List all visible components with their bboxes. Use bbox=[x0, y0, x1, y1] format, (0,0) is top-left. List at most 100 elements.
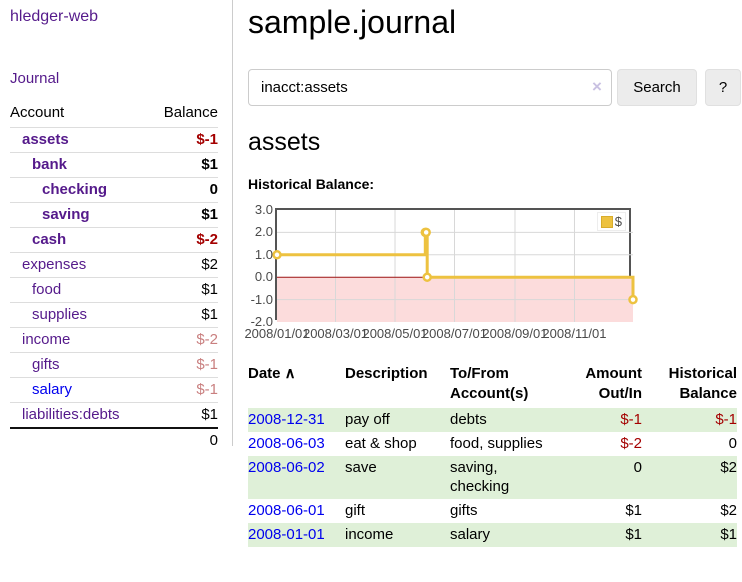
accounts-table-body: assets $-1 bank $1 checking 0 saving $1 cash $-2 e… bbox=[10, 127, 218, 428]
account-balance: $1 bbox=[149, 402, 218, 428]
sidebar-account-link-liabilities-debts[interactable]: liabilities:debts bbox=[22, 406, 120, 423]
y-axis-tick-label: 0.0 bbox=[254, 269, 273, 285]
sidebar-item-journal[interactable]: Journal bbox=[10, 70, 60, 87]
register-table: Date ∧ Description To/From Account(s) Amount… bbox=[248, 362, 737, 547]
sidebar-account-link-salary[interactable]: salary bbox=[32, 381, 73, 398]
account-row: food $1 bbox=[10, 277, 218, 303]
sidebar-account-link-supplies[interactable]: supplies bbox=[32, 306, 88, 323]
register-date-cell: 2008-01-01 bbox=[248, 523, 345, 547]
y-axis-tick-label: -2.0 bbox=[250, 314, 273, 329]
account-balance: $1 bbox=[149, 202, 218, 228]
transaction-date-link[interactable]: 2008-12-31 bbox=[248, 411, 325, 428]
x-axis-tick-label: 2008/07/01 bbox=[421, 326, 488, 341]
transaction-date-link[interactable]: 2008-06-03 bbox=[248, 435, 325, 452]
account-row: liabilities:debts $1 bbox=[10, 402, 218, 428]
accounts-table-header-row: Account Balance bbox=[10, 100, 218, 128]
register-row: 2008-06-01 gift gifts $1 $2 bbox=[248, 499, 737, 523]
register-column-header: Historical Balance bbox=[668, 365, 737, 402]
account-balance: $-1 bbox=[149, 352, 218, 378]
sidebar-account-link-gifts[interactable]: gifts bbox=[32, 356, 60, 373]
sidebar-account-link-income[interactable]: income bbox=[22, 331, 71, 348]
search-input[interactable] bbox=[248, 69, 612, 106]
register-column-header: Amount Out/In bbox=[585, 365, 642, 402]
x-axis-tick-label: 2008/03/01 bbox=[302, 326, 369, 341]
register-header-row: Date ∧ Description To/From Account(s) Amount… bbox=[248, 362, 737, 408]
data-point-marker bbox=[628, 294, 638, 305]
register-row: 2008-06-02 save saving, checking 0 $2 bbox=[248, 456, 737, 499]
account-row: assets $-1 bbox=[10, 127, 218, 153]
x-axis-tick-label: 2008/11/01 bbox=[542, 326, 607, 341]
data-point-marker bbox=[272, 250, 282, 260]
help-button[interactable]: ? bbox=[705, 69, 741, 106]
account-balance: $1 bbox=[149, 277, 218, 303]
app-title-link[interactable]: hledger-web bbox=[10, 8, 99, 25]
register-accounts-cell: salary bbox=[450, 526, 491, 543]
register-date-cell: 2008-06-02 bbox=[248, 456, 345, 499]
transaction-date-link[interactable]: 2008-06-02 bbox=[248, 459, 325, 476]
account-balance: $1 bbox=[149, 152, 218, 178]
accounts-total-row: 0 bbox=[10, 427, 218, 453]
register-row: 2008-12-31 pay off debts $-1 $-1 bbox=[248, 408, 737, 432]
account-balance: $-1 bbox=[149, 377, 218, 403]
register-column-header: Date ∧ bbox=[248, 365, 296, 382]
sidebar-account-link-expenses[interactable]: expenses bbox=[22, 256, 87, 273]
y-axis-tick-label: 3.0 bbox=[254, 202, 273, 217]
transaction-date-link[interactable]: 2008-06-01 bbox=[248, 502, 325, 519]
register-description-cell: pay off bbox=[345, 411, 390, 428]
y-axis-tick-label: -1.0 bbox=[250, 291, 273, 307]
register-amount-cell: $1 bbox=[625, 526, 642, 543]
clear-search-icon[interactable]: × bbox=[592, 77, 602, 96]
account-balance: $1 bbox=[149, 302, 218, 328]
chart-title: Historical Balance: bbox=[248, 176, 375, 192]
register-date-cell: 2008-06-03 bbox=[248, 432, 345, 456]
accounts-total-spacer bbox=[10, 427, 150, 453]
register-row: 2008-01-01 income salary $1 $1 bbox=[248, 523, 737, 547]
page-title: sample.journal bbox=[248, 4, 457, 40]
register-balance-cell: 0 bbox=[728, 435, 737, 452]
account-row: gifts $-1 bbox=[10, 352, 218, 378]
account-row: checking 0 bbox=[10, 177, 218, 203]
register-amount-cell: $1 bbox=[625, 502, 642, 519]
legend-label: $ bbox=[614, 214, 622, 229]
sidebar-account-link-assets[interactable]: assets bbox=[22, 131, 69, 148]
sidebar-account-link-cash[interactable]: cash bbox=[32, 231, 67, 248]
data-point-marker bbox=[421, 227, 431, 238]
accounts-table: Account Balance assets $-1 bank $1 checking 0… bbox=[10, 100, 218, 453]
sidebar-account-link-checking[interactable]: checking bbox=[42, 181, 108, 198]
sidebar: hledger-web Journal Account Balance asse… bbox=[0, 0, 233, 453]
register-accounts-cell: food, supplies bbox=[450, 435, 543, 452]
register-balance-cell: $2 bbox=[720, 502, 737, 519]
register-balance-cell: $-1 bbox=[715, 411, 737, 428]
register-date-cell: 2008-06-01 bbox=[248, 499, 345, 523]
register-column-header: Description bbox=[345, 365, 428, 382]
chart-plot-area: $ bbox=[272, 208, 638, 322]
register-balance-cell: $1 bbox=[720, 526, 737, 543]
register-body: 2008-12-31 pay off debts $-1 $-1 2008-06-03 ea… bbox=[248, 408, 737, 547]
account-row: bank $1 bbox=[10, 152, 218, 178]
transaction-date-link[interactable]: 2008-01-01 bbox=[248, 526, 325, 543]
account-heading: assets bbox=[248, 128, 321, 156]
account-row: saving $1 bbox=[10, 202, 218, 228]
register-column-header: To/From Account(s) bbox=[450, 365, 529, 402]
accounts-total-balance: 0 bbox=[149, 427, 218, 453]
account-row: cash $-2 bbox=[10, 227, 218, 253]
y-axis-tick-label: 2.0 bbox=[254, 224, 273, 240]
sidebar-account-link-bank[interactable]: bank bbox=[32, 156, 68, 173]
account-balance: 0 bbox=[149, 177, 218, 203]
register-balance-cell: $2 bbox=[720, 459, 737, 476]
search-button[interactable]: Search bbox=[617, 69, 697, 106]
register-amount-cell: $-1 bbox=[620, 411, 642, 428]
sidebar-account-link-food[interactable]: food bbox=[32, 281, 62, 298]
register-description-cell: income bbox=[345, 526, 394, 543]
register-amount-cell: $-2 bbox=[620, 435, 642, 452]
y-axis-tick-label: 1.0 bbox=[254, 246, 273, 262]
register-accounts-cell: gifts bbox=[450, 502, 478, 519]
register-description-cell: gift bbox=[345, 502, 366, 519]
sidebar-account-link-saving[interactable]: saving bbox=[42, 206, 90, 223]
account-balance: $-2 bbox=[149, 327, 218, 353]
register-description-cell: eat & shop bbox=[345, 435, 417, 452]
register-amount-cell: 0 bbox=[633, 459, 642, 476]
account-balance: $-2 bbox=[149, 227, 218, 253]
account-balance: $-1 bbox=[149, 127, 218, 153]
